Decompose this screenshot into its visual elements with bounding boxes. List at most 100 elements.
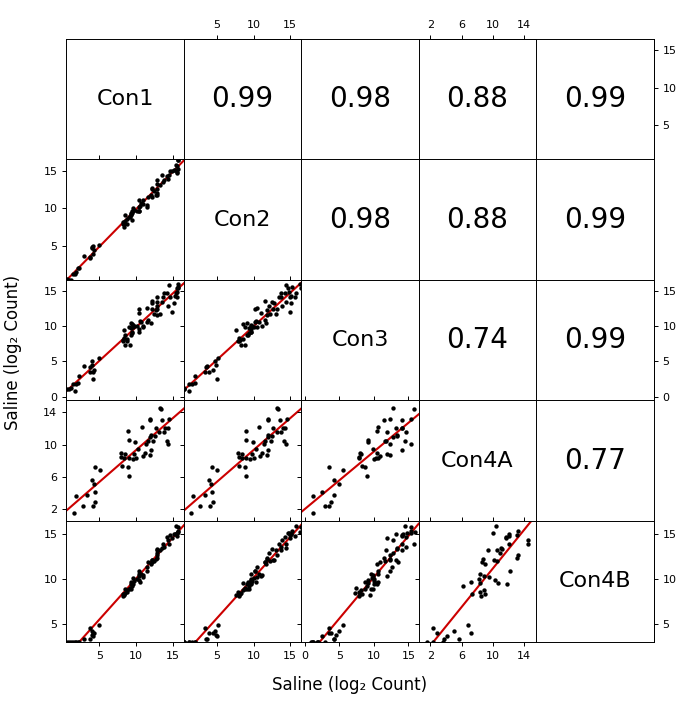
Point xyxy=(128,202,139,213)
Point xyxy=(151,553,162,565)
Point xyxy=(372,448,383,459)
Point xyxy=(259,314,271,326)
Point xyxy=(120,340,131,351)
Text: Con2: Con2 xyxy=(214,209,271,230)
Point xyxy=(137,450,148,462)
Point xyxy=(401,541,412,553)
Text: 0.99: 0.99 xyxy=(564,326,626,354)
Point xyxy=(453,634,464,645)
Point xyxy=(258,438,269,449)
Point xyxy=(466,627,477,639)
Point xyxy=(168,298,180,309)
Point xyxy=(161,436,173,447)
Point xyxy=(173,164,184,175)
Point xyxy=(368,454,379,465)
Point xyxy=(119,324,130,336)
Point xyxy=(77,501,88,512)
Point xyxy=(367,583,378,594)
Point xyxy=(400,436,411,447)
Point xyxy=(163,439,174,450)
Point xyxy=(259,295,271,307)
Point xyxy=(126,579,137,590)
Point xyxy=(243,329,254,341)
Point xyxy=(151,304,162,315)
Point xyxy=(159,541,170,553)
Text: 0.98: 0.98 xyxy=(329,85,391,113)
Point xyxy=(307,636,318,647)
Point xyxy=(129,448,140,460)
Point xyxy=(371,425,382,436)
Point xyxy=(284,532,296,544)
Point xyxy=(266,431,278,442)
Point xyxy=(134,200,145,211)
Point xyxy=(259,556,271,568)
Point xyxy=(161,532,173,543)
Point xyxy=(147,303,158,314)
Point xyxy=(368,576,380,587)
Point xyxy=(82,489,93,501)
Point xyxy=(359,462,370,473)
Point xyxy=(280,439,291,450)
Point xyxy=(367,572,378,583)
Point xyxy=(245,577,257,589)
Point xyxy=(201,634,212,645)
Point xyxy=(117,216,128,227)
Point xyxy=(73,263,84,274)
Point xyxy=(257,321,268,332)
Point xyxy=(274,415,285,426)
Point xyxy=(397,529,408,541)
Point xyxy=(496,542,507,553)
Point xyxy=(179,636,190,647)
Point xyxy=(138,572,149,583)
Point xyxy=(275,541,287,553)
Point xyxy=(329,489,340,501)
Point xyxy=(208,627,219,638)
Point xyxy=(243,580,254,591)
Point xyxy=(382,426,393,437)
Point xyxy=(134,576,145,587)
Point xyxy=(152,183,163,195)
Point xyxy=(491,520,502,531)
Point xyxy=(178,636,189,647)
Text: 0.77: 0.77 xyxy=(564,447,626,474)
Point xyxy=(73,636,84,647)
Point xyxy=(267,303,278,314)
Point xyxy=(86,630,97,641)
Point xyxy=(396,422,408,434)
Point xyxy=(152,544,163,556)
Point xyxy=(361,580,372,591)
Point xyxy=(123,425,134,436)
Point xyxy=(388,431,399,443)
Point xyxy=(69,508,79,519)
Point xyxy=(295,283,306,294)
Point xyxy=(142,562,153,573)
Point xyxy=(319,636,331,647)
Point xyxy=(235,589,246,600)
Point xyxy=(88,367,99,378)
Point xyxy=(117,335,128,346)
Point xyxy=(125,583,136,594)
Point xyxy=(438,636,449,647)
Text: 0.74: 0.74 xyxy=(447,326,508,354)
Point xyxy=(125,209,136,220)
Point xyxy=(473,574,484,585)
Point xyxy=(122,333,133,345)
Point xyxy=(170,288,181,299)
Point xyxy=(171,527,182,539)
Point xyxy=(134,303,145,314)
Point xyxy=(254,450,266,462)
Point xyxy=(120,216,131,227)
Point xyxy=(250,565,261,577)
Point xyxy=(282,528,294,539)
Point xyxy=(491,545,502,556)
Point xyxy=(186,378,197,389)
Point xyxy=(241,583,252,594)
Point xyxy=(70,266,81,277)
Point xyxy=(276,300,287,312)
Point xyxy=(354,587,365,598)
Point xyxy=(286,282,297,293)
Point xyxy=(252,302,263,313)
Point xyxy=(208,364,219,376)
Point xyxy=(380,556,391,567)
Point xyxy=(88,627,99,639)
